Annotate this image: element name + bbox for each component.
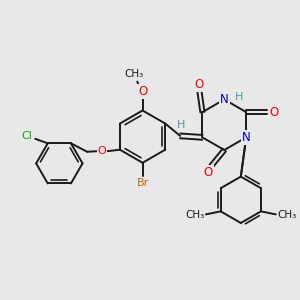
- Text: Br: Br: [136, 178, 149, 188]
- Text: CH₃: CH₃: [185, 210, 204, 220]
- Text: H: H: [234, 92, 243, 101]
- Text: O: O: [203, 167, 213, 179]
- Text: O: O: [195, 78, 204, 91]
- Text: Cl: Cl: [22, 131, 32, 141]
- Text: O: O: [138, 85, 147, 98]
- Text: CH₃: CH₃: [278, 210, 297, 220]
- Text: H: H: [176, 120, 185, 130]
- Text: O: O: [98, 146, 106, 156]
- Text: N: N: [242, 131, 250, 144]
- Text: N: N: [220, 93, 229, 106]
- Text: CH₃: CH₃: [124, 69, 144, 79]
- Text: O: O: [269, 106, 278, 118]
